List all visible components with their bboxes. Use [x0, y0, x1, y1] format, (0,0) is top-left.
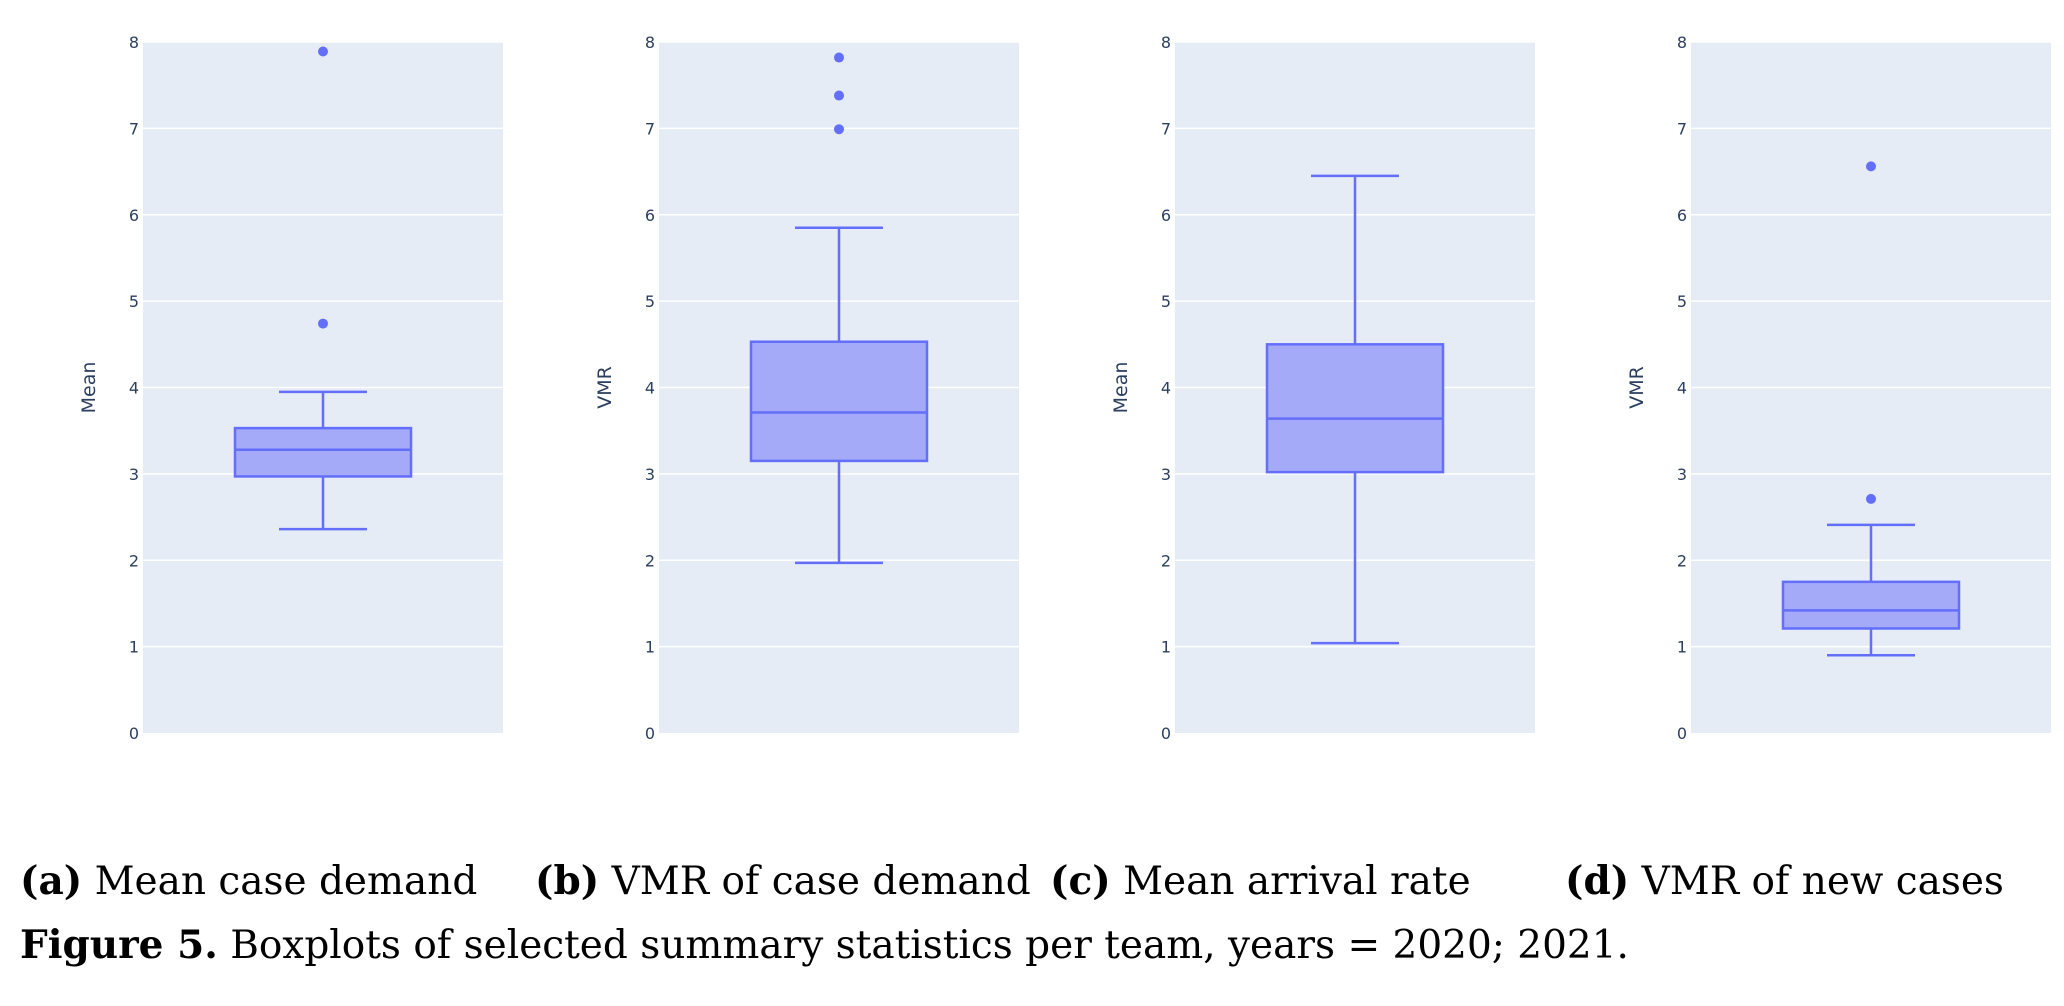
y-tick-label-a-1: 1	[129, 638, 139, 657]
y-tick-label-a-7: 7	[129, 119, 139, 138]
subcaption-c: (c) Mean arrival rate	[1050, 858, 1471, 904]
y-tick-label-c-0: 0	[1161, 724, 1171, 743]
subcaption-b: (b) VMR of case demand	[535, 858, 1031, 904]
box-iqr-a	[233, 426, 413, 478]
y-tick-label-c-6: 6	[1161, 206, 1171, 225]
outlier-point-b-0	[834, 124, 844, 135]
y-tick-label-b-4: 4	[645, 379, 655, 398]
subcaption-a-text: Mean case demand	[94, 859, 478, 904]
outlier-point-a-1	[318, 46, 328, 57]
outlier-point-b-1	[834, 90, 844, 101]
y-tick-label-d-2: 2	[1677, 551, 1687, 570]
y-axis-label-b: VMR	[594, 366, 616, 409]
figure-caption: Figure 5. Boxplots of selected summary s…	[20, 922, 1629, 968]
subcaption-d: (d) VMR of new cases	[1565, 858, 2004, 904]
y-tick-label-c-2: 2	[1161, 551, 1171, 570]
y-tick-label-b-8: 8	[645, 33, 655, 52]
y-tick-label-d-3: 3	[1677, 465, 1687, 484]
y-tick-label-d-8: 8	[1677, 33, 1687, 52]
y-tick-label-c-3: 3	[1161, 465, 1171, 484]
box-iqr-d	[1781, 580, 1961, 630]
subcaption-a: (a) Mean case demand	[20, 858, 477, 904]
subcaption-b-label: (b)	[535, 858, 600, 904]
y-tick-label-d-4: 4	[1677, 379, 1687, 398]
subcaption-d-label: (d)	[1565, 858, 1630, 904]
outlier-point-d-1	[1866, 161, 1876, 172]
panel-b: 0 1 2 3 4 5 6 7 8 VMR	[594, 33, 1019, 743]
figure-caption-label: Figure 5.	[20, 922, 218, 968]
y-tick-label-b-2: 2	[645, 551, 655, 570]
y-axis-label-c: Mean	[1110, 362, 1132, 414]
y-tick-label-b-1: 1	[645, 638, 655, 657]
y-tick-label-d-0: 0	[1677, 724, 1687, 743]
y-tick-label-b-0: 0	[645, 724, 655, 743]
y-tick-label-a-2: 2	[129, 551, 139, 570]
panel-c: 0 1 2 3 4 5 6 7 8 Mean	[1110, 33, 1535, 743]
y-tick-label-c-5: 5	[1161, 292, 1171, 311]
y-tick-label-a-5: 5	[129, 292, 139, 311]
subcaption-c-text: Mean arrival rate	[1123, 859, 1471, 904]
y-tick-label-b-7: 7	[645, 119, 655, 138]
panel-a: 0 1 2 3 4 5 6 7 8 Mean	[78, 33, 503, 743]
panel-d: 0 1 2 3 4 5 6 7 8 VMR	[1626, 33, 2051, 743]
outlier-point-a-0	[318, 318, 328, 329]
box-iqr-b	[749, 340, 929, 463]
y-tick-label-d-1: 1	[1677, 638, 1687, 657]
y-tick-label-c-1: 1	[1161, 638, 1171, 657]
y-tick-label-a-8: 8	[129, 33, 139, 52]
y-tick-label-b-6: 6	[645, 206, 655, 225]
y-tick-label-d-5: 5	[1677, 292, 1687, 311]
y-tick-label-c-7: 7	[1161, 119, 1171, 138]
y-tick-label-d-7: 7	[1677, 119, 1687, 138]
y-tick-label-a-0: 0	[129, 724, 139, 743]
y-tick-label-c-8: 8	[1161, 33, 1171, 52]
y-tick-label-d-6: 6	[1677, 206, 1687, 225]
y-tick-label-a-3: 3	[129, 465, 139, 484]
subcaption-c-label: (c)	[1050, 858, 1111, 904]
y-tick-label-a-4: 4	[129, 379, 139, 398]
y-tick-label-b-5: 5	[645, 292, 655, 311]
figure-caption-text: Boxplots of selected summary statistics …	[230, 923, 1629, 968]
outlier-point-d-0	[1866, 493, 1876, 504]
y-tick-label-a-6: 6	[129, 206, 139, 225]
subcaption-d-text: VMR of new cases	[1641, 859, 2004, 904]
subcaption-b-text: VMR of case demand	[611, 859, 1031, 904]
y-tick-label-c-4: 4	[1161, 379, 1171, 398]
subcaption-a-label: (a)	[20, 858, 83, 904]
y-tick-label-b-3: 3	[645, 465, 655, 484]
y-axis-label-a: Mean	[78, 362, 100, 414]
box-iqr-c	[1265, 343, 1445, 474]
y-axis-label-d: VMR	[1626, 366, 1648, 409]
outlier-point-b-2	[834, 52, 844, 63]
